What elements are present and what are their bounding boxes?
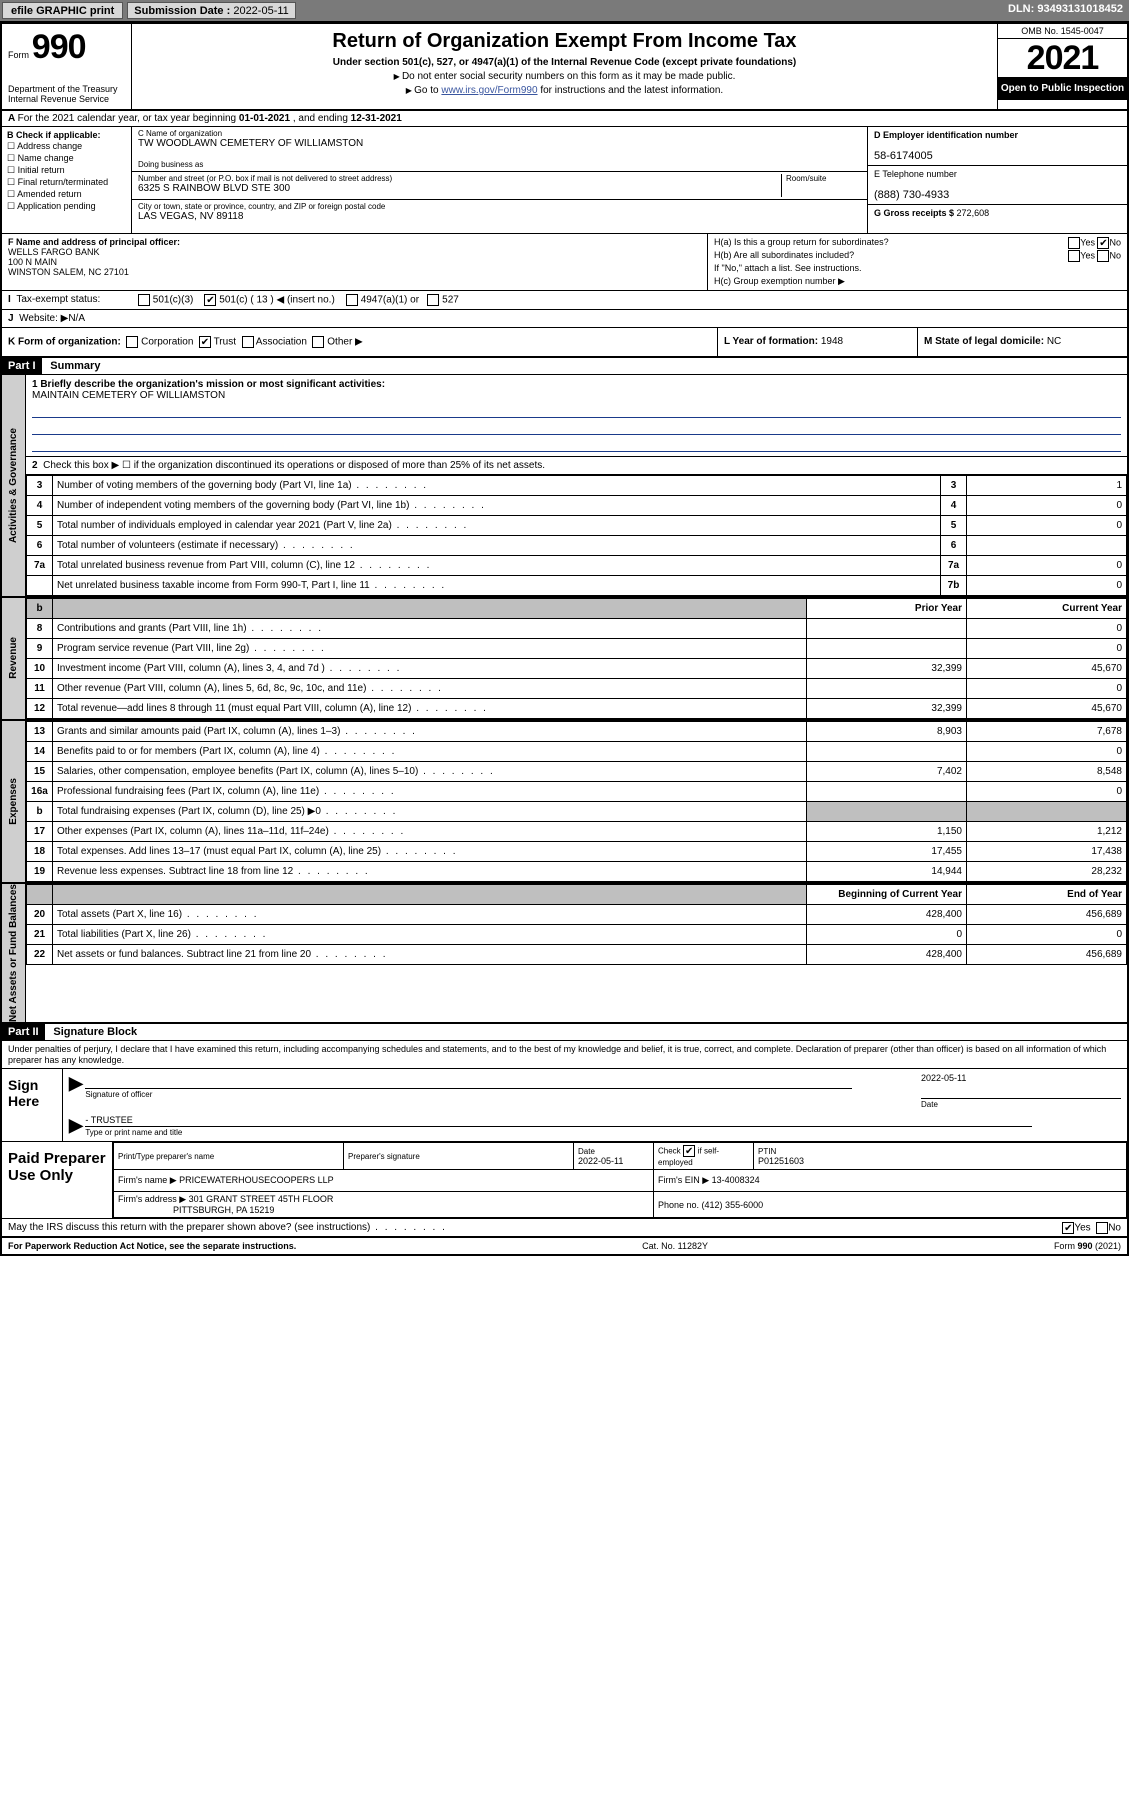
chk-final-return[interactable]: Final return/terminated — [7, 177, 126, 188]
sidetab-expenses: Expenses — [8, 778, 19, 825]
chk-address-change[interactable]: Address change — [7, 141, 126, 152]
paid-preparer-row: Paid Preparer Use Only Print/Type prepar… — [2, 1142, 1127, 1219]
row-k-org-form: K Form of organization: Corporation ✔ Tr… — [2, 328, 1127, 358]
section-net-assets: Net Assets or Fund Balances Beginning of… — [2, 884, 1127, 1024]
dln: DLN: 93493131018452 — [1002, 0, 1129, 21]
line-2: 2 Check this box ▶ ☐ if the organization… — [26, 457, 1127, 475]
box-d: D Employer identification number 58-6174… — [868, 127, 1127, 166]
net-assets-table: Beginning of Current YearEnd of Year20To… — [26, 884, 1127, 965]
dept-treasury: Department of the Treasury Internal Reve… — [8, 85, 125, 105]
box-e: E Telephone number (888) 730-4933 — [868, 166, 1127, 205]
perjury-declaration: Under penalties of perjury, I declare th… — [2, 1041, 1127, 1070]
preparer-table: Print/Type preparer's name Preparer's si… — [113, 1142, 1127, 1218]
governance-table: 3Number of voting members of the governi… — [26, 475, 1127, 596]
chk-name-change[interactable]: Name change — [7, 153, 126, 164]
org-name: TW WOODLAWN CEMETERY OF WILLIAMSTON — [138, 138, 363, 149]
tax-year: 2021 — [998, 39, 1127, 77]
chk-initial-return[interactable]: Initial return — [7, 165, 126, 176]
row-a-tax-year: A For the 2021 calendar year, or tax yea… — [2, 111, 1127, 127]
box-c: C Name of organization TW WOODLAWN CEMET… — [132, 127, 867, 233]
row-i-tax-exempt: I Tax-exempt status: 501(c)(3) ✔ 501(c) … — [2, 291, 1127, 310]
open-to-public: Open to Public Inspection — [998, 77, 1127, 100]
form-word: Form — [8, 50, 29, 60]
row-j-website: J Website: ▶ N/A — [2, 310, 1127, 328]
header-grid: B Check if applicable: Address change Na… — [2, 127, 1127, 234]
section-expenses: Expenses 13Grants and similar amounts pa… — [2, 721, 1127, 884]
form-subtitle-1: Under section 501(c), 527, or 4947(a)(1)… — [140, 57, 989, 68]
submission-date: Submission Date : 2022-05-11 — [127, 2, 295, 19]
org-city: LAS VEGAS, NV 89118 — [138, 211, 243, 222]
expenses-table: 13Grants and similar amounts paid (Part … — [26, 721, 1127, 882]
chk-amended-return[interactable]: Amended return — [7, 189, 126, 200]
section-revenue: Revenue bPrior YearCurrent Year8Contribu… — [2, 598, 1127, 721]
box-b: B Check if applicable: Address change Na… — [2, 127, 132, 233]
row-f-h: F Name and address of principal officer:… — [2, 234, 1127, 291]
revenue-table: bPrior YearCurrent Year8Contributions an… — [26, 598, 1127, 719]
top-toolbar: efile GRAPHIC print Submission Date : 20… — [0, 0, 1129, 22]
omb-number: OMB No. 1545-0047 — [998, 24, 1127, 39]
mission-block: 1 Briefly describe the organization's mi… — [26, 375, 1127, 457]
part-i-header: Part I Summary — [2, 358, 1127, 375]
form-number: 990 — [32, 28, 86, 66]
form-subtitle-2: Do not enter social security numbers on … — [140, 71, 989, 82]
sidetab-net-assets: Net Assets or Fund Balances — [8, 884, 19, 1022]
part-ii-header: Part II Signature Block — [2, 1024, 1127, 1041]
efile-print-button[interactable]: efile GRAPHIC print — [2, 2, 123, 19]
may-irs-discuss: May the IRS discuss this return with the… — [2, 1219, 1127, 1238]
section-governance: Activities & Governance 1 Briefly descri… — [2, 375, 1127, 598]
box-h: H(a) Is this a group return for subordin… — [707, 234, 1127, 290]
sidetab-revenue: Revenue — [8, 637, 19, 679]
footer: For Paperwork Reduction Act Notice, see … — [2, 1238, 1127, 1254]
box-g: G Gross receipts $ 272,608 — [868, 205, 1127, 233]
form-header: Form 990 Department of the Treasury Inte… — [2, 24, 1127, 111]
sign-here-row: Sign Here ▶ Signature of officer 2022-05… — [2, 1069, 1127, 1142]
form-container: Form 990 Department of the Treasury Inte… — [0, 22, 1129, 1256]
org-street: 6325 S RAINBOW BLVD STE 300 — [138, 183, 290, 194]
chk-application-pending[interactable]: Application pending — [7, 201, 126, 212]
sidetab-governance: Activities & Governance — [8, 428, 19, 543]
instructions-link[interactable]: www.irs.gov/Form990 — [441, 85, 537, 96]
form-subtitle-3: Go to www.irs.gov/Form990 for instructio… — [140, 85, 989, 96]
box-f: F Name and address of principal officer:… — [2, 234, 707, 290]
form-title: Return of Organization Exempt From Incom… — [140, 30, 989, 53]
